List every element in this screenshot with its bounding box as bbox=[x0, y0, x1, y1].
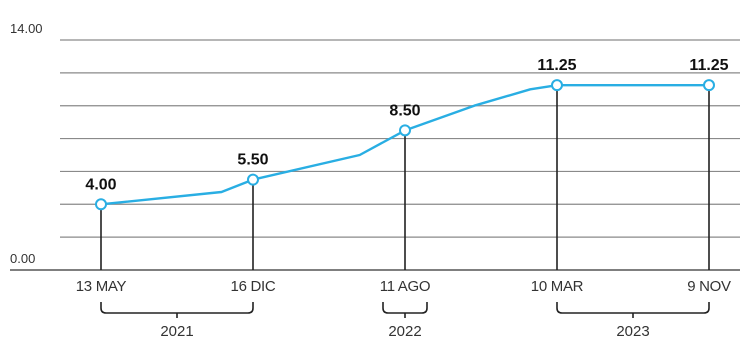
data-label: 11.25 bbox=[689, 57, 728, 74]
data-label: 11.25 bbox=[537, 57, 576, 74]
x-tick-label: 16 DIC bbox=[231, 278, 276, 295]
x-tick-labels: 13 MAY 16 DIC 11 AGO 10 MAR 9 NOV bbox=[76, 278, 732, 295]
year-bracket bbox=[100, 302, 254, 318]
x-tick-label: 11 AGO bbox=[380, 278, 430, 295]
year-label: 2021 bbox=[160, 323, 193, 340]
point-marker bbox=[95, 198, 107, 211]
point-marker bbox=[551, 79, 563, 92]
data-labels: 4.00 5.50 8.50 11.25 11.25 bbox=[85, 57, 728, 193]
data-label: 4.00 bbox=[85, 176, 116, 193]
point-marker bbox=[703, 79, 715, 92]
year-label: 2022 bbox=[388, 323, 421, 340]
x-tick-label: 9 NOV bbox=[687, 278, 731, 295]
point-markers bbox=[95, 79, 715, 211]
data-label: 5.50 bbox=[237, 152, 268, 169]
year-brackets: 2021 2022 2023 bbox=[100, 302, 710, 340]
year-bracket bbox=[556, 302, 710, 318]
data-label: 8.50 bbox=[389, 102, 420, 119]
point-stems bbox=[100, 85, 710, 270]
y-tick-label: 14.00 bbox=[10, 21, 43, 36]
point-marker bbox=[247, 173, 259, 186]
gridlines bbox=[10, 39, 740, 271]
x-tick-label: 10 MAR bbox=[531, 278, 584, 295]
point-marker bbox=[399, 124, 411, 137]
y-tick-label: 0.00 bbox=[10, 251, 35, 266]
year-bracket bbox=[382, 302, 428, 318]
x-tick-label: 13 MAY bbox=[76, 278, 127, 295]
year-label: 2023 bbox=[616, 323, 649, 340]
y-tick-labels: 14.00 0.00 bbox=[10, 21, 43, 266]
